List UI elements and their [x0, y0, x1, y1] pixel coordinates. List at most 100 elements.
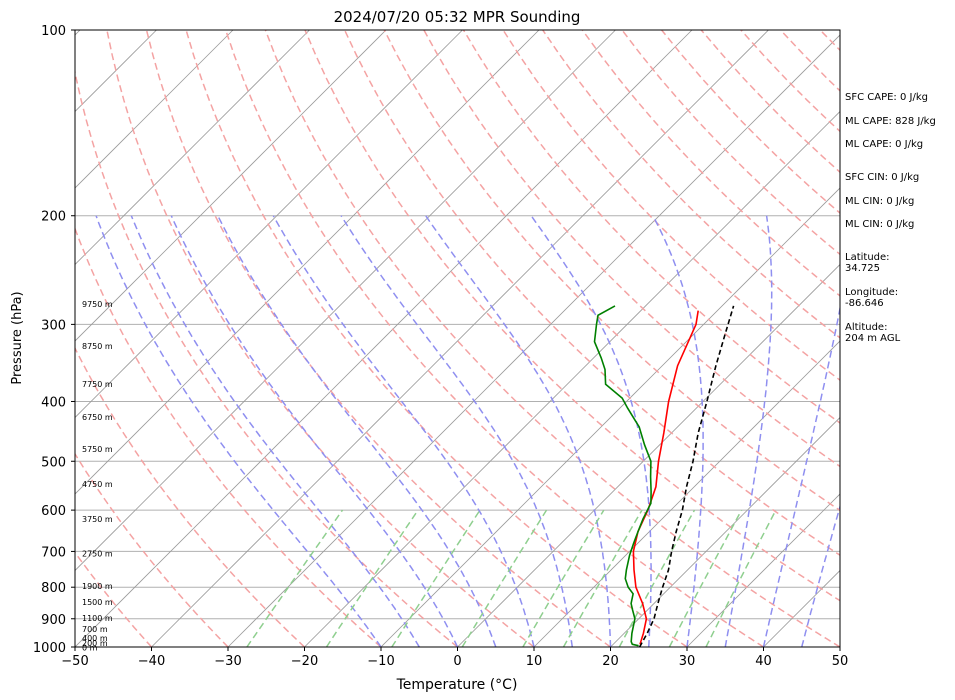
moist-adiabat-line	[217, 215, 497, 647]
parcel-path	[638, 305, 735, 647]
x-tick-label: 10	[526, 654, 543, 669]
x-axis-label: Temperature (°C)	[396, 677, 518, 693]
chart-title: 2024/07/20 05:32 MPR Sounding	[334, 8, 581, 26]
y-tick-label: 900	[41, 613, 66, 628]
height-label: 1500 m	[82, 598, 113, 607]
moist-adiabat-lines	[95, 215, 840, 647]
isotherm-line	[0, 30, 4, 647]
mixing-ratio-line	[325, 509, 419, 647]
moist-adiabat-line	[130, 215, 420, 647]
dry-adiabat-lines	[75, 30, 840, 647]
height-label: 7750 m	[82, 380, 113, 389]
ml-cin-text: ML CIN: 0 J/kg	[845, 196, 915, 207]
longitude-label: Longitude:	[845, 287, 899, 298]
sfc-cape-text: SFC CAPE: 0 J/kg	[845, 92, 928, 103]
y-tick-label: 700	[41, 545, 66, 560]
height-label: 1900 m	[82, 582, 113, 591]
dry-adiabat-line	[75, 226, 382, 647]
isotherm-line	[610, 416, 840, 647]
isotherm-line	[75, 30, 693, 647]
mixing-ratio-line	[562, 509, 643, 647]
x-tick-label: 20	[602, 654, 619, 669]
height-label: 1100 m	[82, 614, 113, 623]
dry-adiabat-line	[304, 30, 840, 602]
x-tick-label: 50	[832, 654, 849, 669]
y-tick-label: 1000	[33, 641, 66, 656]
moist-adiabat-line	[530, 215, 652, 647]
height-label: 5750 m	[82, 445, 113, 454]
dry-adiabat-line	[581, 30, 840, 297]
dry-adiabat-line	[462, 30, 840, 424]
y-tick-label: 100	[41, 24, 66, 39]
dry-adiabat-line	[185, 30, 688, 647]
y-tick-label: 800	[41, 581, 66, 596]
dry-adiabat-line	[106, 30, 535, 647]
moist-adiabat-line	[652, 215, 704, 647]
dry-adiabat-line	[145, 30, 611, 647]
isotherm-line	[75, 30, 234, 189]
dry-adiabat-line	[75, 68, 458, 647]
isotherm-lines	[0, 30, 840, 647]
isotherm-line	[686, 493, 840, 647]
height-label: 2750 m	[82, 550, 113, 559]
altitude-value: 204 m AGL	[845, 333, 901, 344]
dry-adiabat-line	[423, 30, 840, 468]
isotherm-line	[227, 34, 840, 647]
y-axis-ticks: 1000 900 800 700 600 500 400 300 200 100	[33, 24, 75, 656]
dry-adiabat-line	[383, 30, 840, 512]
isotherm-line	[75, 30, 387, 342]
x-tick-label: 40	[755, 654, 772, 669]
isotherm-line	[75, 30, 310, 266]
dry-adiabat-line	[75, 452, 229, 647]
dewpoint-profile	[593, 305, 652, 647]
ml-cape-text: ML CAPE: 828 J/kg	[845, 116, 936, 127]
moist-adiabat-line	[425, 215, 612, 647]
height-label: 700 m	[82, 625, 108, 634]
y-tick-label: 600	[41, 504, 66, 519]
moist-adiabat-line	[762, 304, 840, 647]
mixing-ratio-lines	[246, 509, 777, 647]
ml-cin-text-2: ML CIN: 0 J/kg	[845, 219, 915, 230]
dry-adiabat-line	[75, 346, 306, 647]
height-label: 6750 m	[82, 413, 113, 422]
height-label: 8750 m	[82, 342, 113, 351]
moist-adiabat-line	[95, 215, 382, 647]
plot-area	[0, 30, 840, 647]
dry-adiabat-line	[502, 30, 840, 382]
x-tick-label: −30	[214, 654, 241, 669]
sounding-series	[593, 305, 735, 647]
isotherm-line	[75, 30, 616, 572]
dry-adiabat-line	[224, 30, 764, 647]
moist-adiabat-line	[340, 215, 574, 647]
latitude-label: Latitude:	[845, 252, 890, 263]
x-tick-label: −20	[291, 654, 318, 669]
height-label: 200 m	[82, 639, 108, 648]
x-axis-ticks: −50 −40 −30 −20 −10 0 10 20 30 40 50	[61, 647, 848, 669]
mixing-ratio-line	[705, 509, 777, 647]
isotherm-line	[533, 340, 840, 647]
plot-frame	[74, 29, 841, 648]
pressure-gridlines	[75, 30, 840, 647]
dry-adiabat-line	[75, 551, 153, 647]
dry-adiabat-line	[542, 30, 840, 339]
sfc-cin-text: SFC CIN: 0 J/kg	[845, 172, 920, 183]
y-tick-label: 400	[41, 395, 66, 410]
mixing-ratio-line	[668, 509, 743, 647]
x-tick-label: 0	[453, 654, 461, 669]
height-label: 3750 m	[82, 515, 113, 524]
isotherm-line	[75, 30, 463, 419]
x-tick-label: −40	[138, 654, 165, 669]
x-tick-label: 30	[679, 654, 696, 669]
height-label: 9750 m	[82, 300, 113, 309]
moist-adiabat-line	[272, 215, 535, 647]
dry-adiabat-line	[264, 30, 840, 647]
y-tick-label: 200	[41, 210, 66, 225]
altitude-label: Altitude:	[845, 322, 888, 333]
moist-adiabat-line	[801, 504, 840, 647]
isotherm-line	[304, 110, 840, 647]
isotherm-line	[75, 30, 540, 495]
y-tick-label: 500	[41, 455, 66, 470]
mixing-ratio-line	[522, 509, 605, 647]
mixing-ratio-line	[618, 509, 696, 647]
mixing-ratio-line	[246, 509, 344, 647]
